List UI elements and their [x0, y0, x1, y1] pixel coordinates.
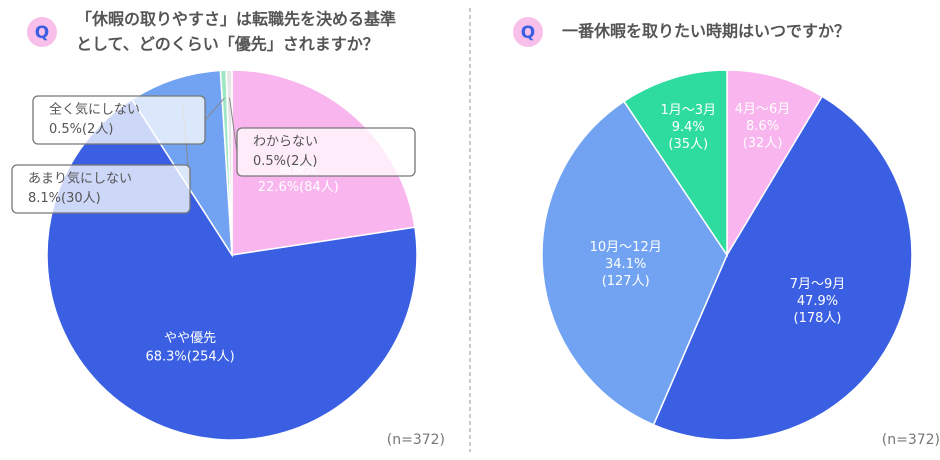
callout-box — [32, 95, 206, 145]
category-label: 10月～12月 — [590, 240, 662, 255]
count-label: (178人) — [794, 311, 842, 326]
chart-title: 一番休暇を取りたい時期はいつですか？ — [562, 22, 850, 41]
badge: Q — [35, 23, 49, 43]
count-label: (254人) — [187, 349, 235, 364]
value-label: 8.1%(30人) — [28, 191, 101, 206]
value-label: 0.5%(2人) — [49, 122, 113, 137]
count-label: (127人) — [602, 274, 650, 289]
percent-label: 8.6% — [746, 119, 779, 134]
category-label: やや優先 — [164, 331, 216, 346]
category-label: 7月～9月 — [790, 277, 846, 292]
pie-slice — [225, 69, 233, 256]
badge-circle — [513, 17, 543, 47]
percent-label: 47.9% — [797, 294, 838, 309]
percent-label: 0.5% — [49, 122, 82, 137]
value-label: 68.3%(254人) — [145, 349, 234, 364]
category-label: 4月～6月 — [735, 102, 791, 117]
count-label: (84人) — [299, 179, 339, 194]
percent-label: 34.1% — [605, 257, 646, 272]
category-label: 全く気にしない — [49, 102, 140, 118]
chart-title: 「休暇の取りやすさ」は転職先を決める基準 — [76, 10, 396, 29]
callout-box — [11, 164, 191, 214]
percent-label: 9.4% — [672, 120, 705, 135]
chart-title: として、どのくらい「優先」されますか？ — [76, 35, 379, 54]
count-label: (32人) — [743, 136, 783, 151]
pie-slice — [541, 100, 728, 426]
count-label: (35人) — [668, 137, 708, 152]
percent-label: 0.5% — [253, 154, 286, 169]
sample-note: (n=372) — [387, 432, 445, 448]
sample-note: (n=372) — [882, 432, 940, 448]
pie-slice — [622, 69, 728, 258]
leader-line — [204, 97, 225, 121]
category-label: わからない — [253, 135, 318, 150]
count-label: (2人) — [286, 154, 317, 169]
value-label: 0.5%(2人) — [253, 154, 317, 169]
pie-slice — [726, 69, 824, 258]
percent-label: 68.3% — [145, 349, 186, 364]
count-label: (30人) — [61, 191, 101, 206]
value-label: 22.6%(84人) — [258, 179, 339, 194]
category-label: あまり気にしない — [28, 171, 132, 187]
count-label: (2人) — [82, 122, 113, 137]
badge-circle — [27, 17, 57, 47]
category-label: 1月～3月 — [660, 103, 716, 118]
percent-label: 22.6% — [258, 179, 299, 194]
callout-box — [236, 127, 416, 177]
badge: Q — [521, 23, 535, 43]
leader-line — [229, 97, 238, 153]
pie-slice — [652, 95, 913, 441]
percent-label: 8.1% — [28, 191, 61, 206]
